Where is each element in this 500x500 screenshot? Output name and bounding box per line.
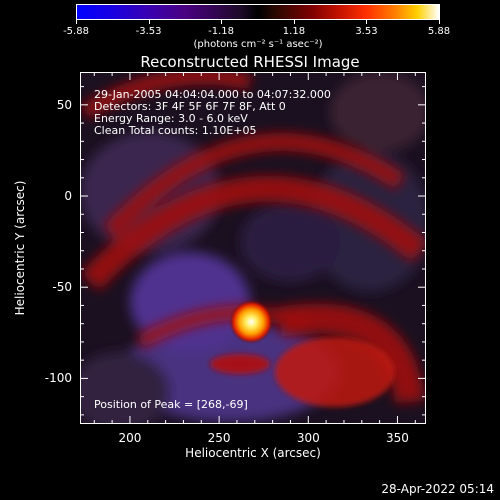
annotation-peak-position: Position of Peak = [268,-69]	[94, 398, 248, 411]
x-tick-label: 300	[296, 431, 320, 445]
colorbar-unit-label: (photons cm⁻² s⁻¹ asec⁻²)	[193, 39, 323, 50]
colorbar-tick-label: -5.88	[63, 26, 89, 37]
colorbar-tick	[293, 20, 295, 24]
annotation-time-range: 29-Jan-2005 04:04:04.000 to 04:07:32.000	[94, 88, 331, 101]
colorbar-tick-label: 3.53	[355, 26, 378, 37]
y-tick-label: 0	[64, 189, 72, 204]
y-tick-label: 50	[56, 97, 72, 112]
annotation-energy: Energy Range: 3.0 - 6.0 keV	[94, 112, 248, 125]
axis-ticks	[80, 72, 426, 424]
colorbar	[76, 4, 440, 20]
colorbar-tick-label: 5.88	[427, 26, 451, 37]
heatmap-plot	[80, 72, 426, 424]
colorbar-tick-label: 1.18	[282, 26, 306, 37]
footer-timestamp: 28-Apr-2022 05:14	[381, 482, 494, 496]
colorbar-tick-label: -3.53	[135, 26, 162, 37]
colorbar-tick-label: -1.18	[208, 26, 234, 37]
colorbar-tick	[366, 20, 368, 24]
colorbar-tick	[439, 20, 440, 24]
plot-title: Reconstructed RHESSI Image	[140, 53, 360, 71]
x-tick-label: 200	[118, 431, 142, 445]
colorbar-tick	[221, 20, 223, 24]
x-tick-label: 250	[207, 431, 231, 445]
annotation-detectors: Detectors: 3F 4F 5F 6F 7F 8F, Att 0	[94, 100, 286, 113]
heatmap-image	[80, 72, 426, 424]
y-tick-label: -50	[52, 280, 72, 295]
x-tick-label: 350	[386, 431, 409, 445]
colorbar-tick	[76, 20, 77, 24]
colorbar-tick	[148, 20, 150, 24]
x-axis-label: Heliocentric X (arcsec)	[185, 446, 321, 460]
plot-frame	[80, 72, 426, 424]
y-tick-label: -100	[44, 371, 72, 386]
annotation-clean: Clean Total counts: 1.10E+05	[94, 124, 257, 137]
peak-source	[229, 299, 274, 344]
y-axis-label: Heliocentric Y (arcsec)	[13, 180, 27, 316]
